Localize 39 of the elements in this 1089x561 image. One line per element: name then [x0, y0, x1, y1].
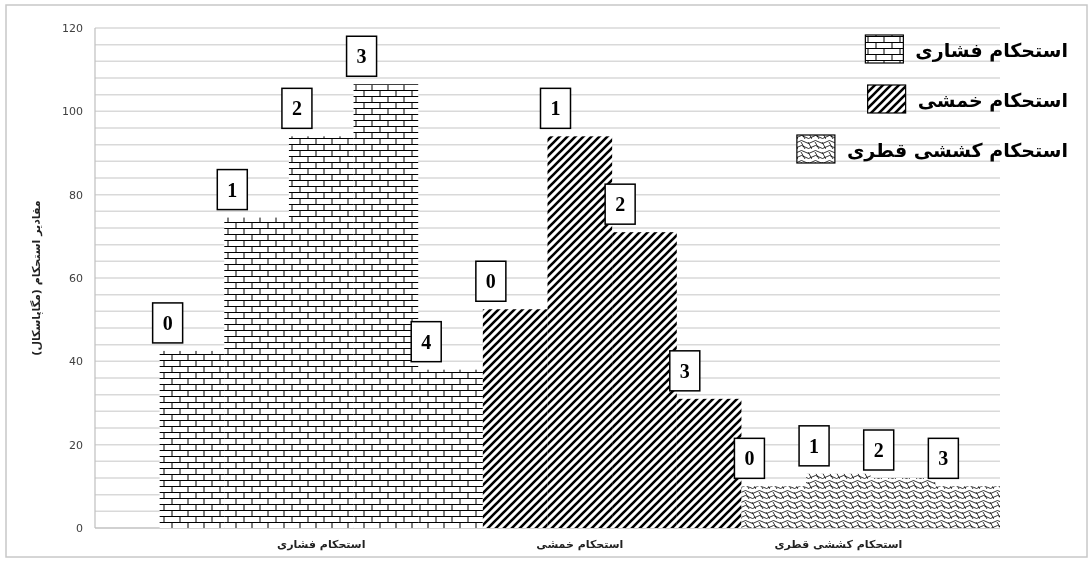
bar [935, 486, 1000, 528]
y-tick-label: 120 [62, 22, 83, 35]
legend-label: استحکام خمشی [917, 89, 1068, 112]
y-tick-label: 60 [69, 272, 83, 285]
annotation: 4 [421, 330, 432, 353]
bar [353, 84, 419, 528]
annotation: 1 [227, 178, 238, 201]
annotation: 3 [938, 447, 949, 470]
annotation: 1 [809, 434, 820, 457]
annotation: 2 [615, 193, 626, 216]
bar [741, 486, 807, 528]
y-tick-label: 40 [69, 355, 83, 369]
legend-label: استحکام فشاری [915, 39, 1068, 62]
annotation: 2 [291, 97, 302, 120]
y-tick-label: 20 [69, 438, 83, 452]
y-tick-label: 0 [76, 522, 83, 535]
bar [224, 217, 289, 528]
annotation: 0 [162, 311, 173, 334]
bar [676, 398, 742, 528]
x-tick-label: استحکام خمشی [536, 538, 624, 551]
bar [806, 473, 871, 528]
annotation: 3 [679, 359, 690, 382]
bar [482, 309, 548, 528]
x-tick-label: استحکام فشاری [277, 538, 366, 551]
annotation: 0 [744, 447, 755, 470]
bar [547, 136, 613, 528]
bar [870, 478, 936, 528]
annotation: 1 [550, 97, 561, 120]
annotation: 3 [356, 45, 367, 68]
x-tick-label: استحکام کششی قطری [774, 538, 903, 551]
annotation: 0 [485, 270, 496, 293]
y-tick-label: 100 [62, 105, 83, 119]
bar [288, 136, 354, 528]
bar [418, 369, 483, 528]
legend-label: استحکام کششی قطری [846, 139, 1068, 162]
bar [612, 232, 677, 528]
y-tick-label: 80 [69, 188, 83, 202]
annotation: 2 [873, 439, 884, 461]
y-axis-title: مقادیر استحکام (مگاپاسکال) [30, 200, 43, 356]
